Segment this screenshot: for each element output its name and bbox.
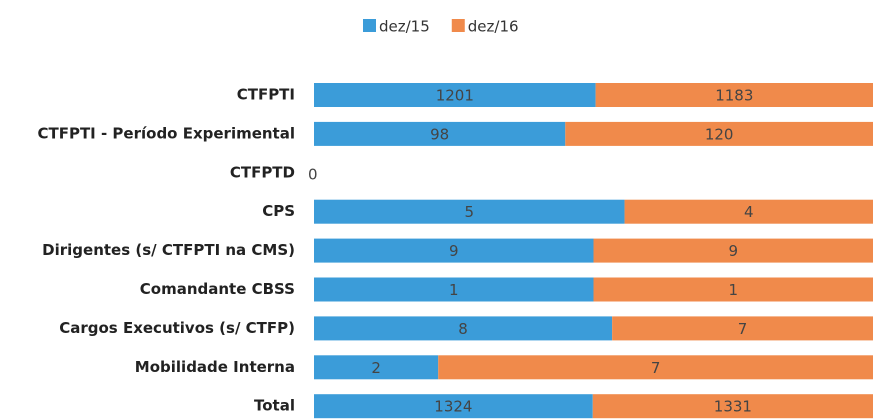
bar-segment xyxy=(314,355,439,380)
value-label: 9 xyxy=(728,242,738,260)
category-label: CTFPTI xyxy=(237,86,295,104)
bar-segment xyxy=(592,394,873,419)
value-label: 8 xyxy=(458,320,468,338)
bar-segment xyxy=(314,277,594,302)
category-label: CTFPTI - Período Experimental xyxy=(37,124,295,142)
bar-segment xyxy=(438,355,873,380)
bar-segment xyxy=(314,83,596,107)
category-label: Comandante CBSS xyxy=(140,280,295,298)
value-label: 7 xyxy=(651,359,661,377)
value-label: 5 xyxy=(465,203,475,221)
bar-segment xyxy=(314,199,625,224)
category-label: Total xyxy=(254,397,295,415)
legend-swatch xyxy=(363,19,376,32)
legend-swatch xyxy=(451,19,465,32)
value-label: 1 xyxy=(449,281,459,299)
category-label: Cargos Executivos (s/ CTFP) xyxy=(59,319,295,337)
bar-segment xyxy=(314,316,613,341)
value-label: 7 xyxy=(738,320,748,338)
bar-segment xyxy=(314,394,593,419)
bar-segment xyxy=(314,121,566,146)
bar-segment xyxy=(314,238,594,263)
bar-segment xyxy=(612,316,873,341)
legend-label: dez/15 xyxy=(379,18,430,36)
bar-segment xyxy=(593,238,873,263)
value-label: 1183 xyxy=(715,87,753,105)
value-label: 4 xyxy=(744,203,754,221)
bar-segment xyxy=(624,199,873,224)
value-label: 1324 xyxy=(434,398,472,416)
value-label: 1 xyxy=(728,281,738,299)
value-label: 120 xyxy=(705,125,734,143)
value-label: 1201 xyxy=(436,87,474,105)
category-label: Mobilidade Interna xyxy=(135,358,295,376)
bar-segment xyxy=(565,121,873,146)
value-label: 0 xyxy=(308,165,318,183)
category-label: CPS xyxy=(262,202,295,220)
value-label: 2 xyxy=(371,359,381,377)
category-label: Dirigentes (s/ CTFPTI na CMS) xyxy=(42,241,295,259)
value-label: 9 xyxy=(449,242,459,260)
bar-segment xyxy=(593,277,873,302)
bar-segment xyxy=(595,83,873,107)
value-label: 1331 xyxy=(714,398,752,416)
category-label: CTFPTD xyxy=(230,163,295,181)
legend-label: dez/16 xyxy=(468,18,519,36)
value-label: 98 xyxy=(430,125,449,143)
